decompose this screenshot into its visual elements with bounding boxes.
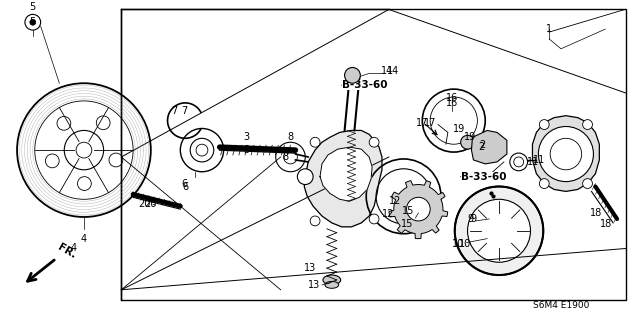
Polygon shape: [389, 181, 448, 239]
Text: 17: 17: [424, 118, 436, 128]
Text: 2: 2: [479, 140, 485, 150]
Text: 11: 11: [527, 157, 540, 167]
Circle shape: [406, 197, 430, 221]
Text: 18: 18: [590, 208, 602, 218]
Circle shape: [45, 154, 59, 168]
Text: 13: 13: [308, 280, 320, 290]
Circle shape: [77, 177, 92, 190]
Bar: [122, 10, 626, 300]
Polygon shape: [304, 130, 382, 227]
Polygon shape: [532, 116, 599, 191]
Text: B-33-60: B-33-60: [342, 80, 387, 90]
Text: 4: 4: [71, 243, 77, 254]
Text: 2: 2: [478, 142, 484, 152]
Circle shape: [344, 68, 360, 83]
Ellipse shape: [323, 275, 340, 285]
Text: 5: 5: [29, 3, 36, 12]
Text: 15: 15: [401, 219, 413, 229]
Circle shape: [97, 116, 110, 130]
Text: 6: 6: [181, 179, 188, 189]
Text: 19: 19: [465, 132, 477, 142]
Text: 8: 8: [287, 132, 294, 142]
Circle shape: [540, 179, 549, 189]
Circle shape: [369, 214, 379, 224]
Text: S6M4 E1900: S6M4 E1900: [532, 301, 589, 310]
Circle shape: [582, 120, 593, 130]
Text: 18: 18: [600, 219, 612, 229]
Text: 14: 14: [387, 66, 399, 77]
Text: 14: 14: [381, 66, 393, 77]
Circle shape: [538, 127, 593, 182]
Text: 6: 6: [182, 182, 188, 192]
Text: 12: 12: [388, 196, 401, 206]
Text: 9: 9: [470, 214, 477, 224]
Text: 11: 11: [534, 155, 546, 165]
Text: 16: 16: [445, 93, 458, 103]
Polygon shape: [472, 130, 507, 164]
Circle shape: [310, 137, 320, 147]
Circle shape: [310, 216, 320, 226]
Circle shape: [582, 179, 593, 189]
Text: 12: 12: [382, 209, 395, 219]
Text: 19: 19: [453, 124, 465, 134]
Text: 3: 3: [243, 132, 250, 142]
Circle shape: [468, 199, 531, 262]
Text: 7: 7: [171, 106, 177, 116]
Circle shape: [455, 187, 543, 275]
Circle shape: [461, 135, 474, 149]
Text: 16: 16: [445, 98, 458, 108]
Circle shape: [57, 116, 71, 130]
Text: 20: 20: [138, 199, 151, 209]
Text: 4: 4: [81, 234, 87, 244]
Text: 7: 7: [181, 106, 188, 116]
Ellipse shape: [325, 281, 339, 288]
Text: 17: 17: [416, 118, 428, 128]
Circle shape: [540, 120, 549, 130]
Text: 13: 13: [304, 263, 316, 273]
Text: 3: 3: [243, 145, 250, 155]
Text: 8: 8: [282, 152, 289, 162]
Circle shape: [298, 169, 313, 184]
Text: 15: 15: [403, 206, 415, 216]
Circle shape: [30, 19, 36, 25]
Circle shape: [369, 137, 379, 147]
Text: 5: 5: [29, 17, 36, 27]
Text: 20: 20: [145, 199, 157, 209]
Text: 10: 10: [452, 239, 465, 249]
Circle shape: [109, 153, 123, 167]
Text: 10: 10: [458, 239, 470, 249]
Text: FR.: FR.: [56, 242, 78, 260]
Polygon shape: [320, 147, 372, 201]
Text: B-33-60: B-33-60: [461, 172, 506, 182]
Text: 9: 9: [467, 214, 474, 224]
Text: 1: 1: [546, 24, 552, 34]
